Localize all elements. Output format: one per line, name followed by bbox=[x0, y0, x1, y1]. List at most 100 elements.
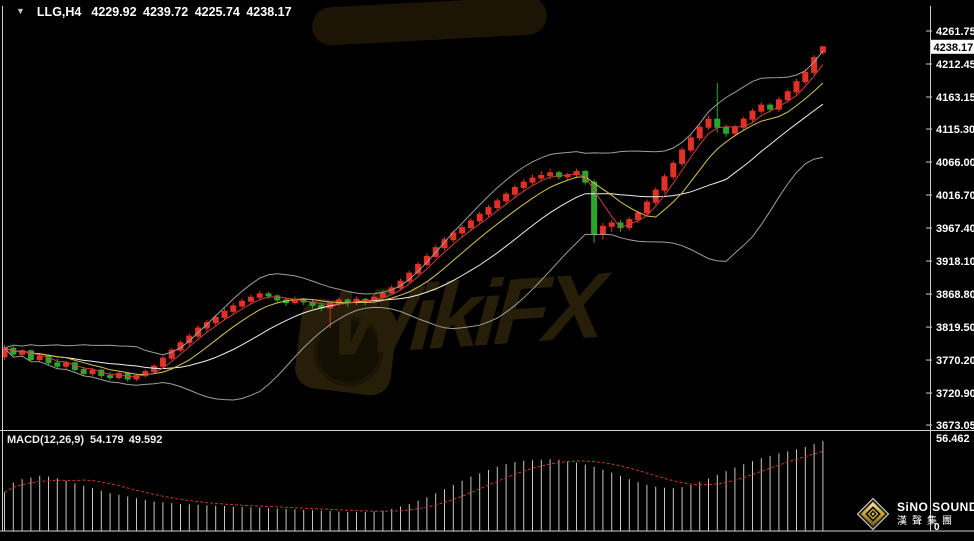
price-axis-label: 3673.05 bbox=[936, 420, 974, 432]
price-axis-label: 3770.20 bbox=[936, 355, 974, 367]
price-axis-label: 4163.15 bbox=[936, 92, 974, 104]
candle bbox=[459, 227, 466, 234]
candle bbox=[265, 293, 272, 297]
logo-name-en: SiNO SOUND bbox=[897, 500, 974, 515]
candle bbox=[749, 110, 756, 120]
candle bbox=[133, 375, 140, 380]
logo-name-cn: 漢聲集團 bbox=[897, 515, 957, 527]
price-axis-label: 3819.50 bbox=[936, 322, 974, 334]
candle bbox=[63, 362, 70, 367]
candle bbox=[423, 255, 430, 265]
candle bbox=[335, 299, 342, 304]
macd-indicator-label: MACD(12,26,9) 54.179 49.592 bbox=[7, 434, 162, 446]
candle bbox=[520, 181, 527, 188]
candle bbox=[441, 239, 448, 249]
candle bbox=[819, 46, 826, 53]
candle bbox=[54, 362, 61, 367]
chart-title: ▼ LLG,H4 4229.92 4239.72 4225.74 4238.17 bbox=[16, 5, 292, 19]
candle bbox=[274, 295, 281, 301]
candle bbox=[740, 118, 747, 128]
current-price-box bbox=[931, 39, 974, 54]
candle bbox=[529, 177, 536, 183]
macd-scale-zero-label: 0 bbox=[934, 522, 940, 533]
candle bbox=[723, 126, 730, 134]
price-axis-label: 4066.00 bbox=[936, 157, 974, 169]
candle bbox=[256, 293, 263, 298]
price-axis-label: 4115.30 bbox=[936, 124, 974, 136]
candle bbox=[652, 189, 659, 203]
sino-sound-logo-icon bbox=[856, 497, 890, 531]
candle bbox=[485, 207, 492, 215]
candle bbox=[230, 305, 237, 312]
candle bbox=[731, 126, 738, 134]
candle bbox=[555, 172, 562, 178]
price-axis-label: 3720.90 bbox=[936, 388, 974, 400]
candle bbox=[599, 225, 606, 235]
candle bbox=[45, 355, 52, 364]
price-axis-label: 3967.40 bbox=[936, 223, 974, 235]
candle bbox=[538, 174, 545, 179]
candle bbox=[758, 104, 765, 112]
candle bbox=[159, 357, 166, 367]
macd-signal-line bbox=[4, 450, 824, 512]
candle bbox=[151, 365, 158, 373]
price-axis-label: 4212.45 bbox=[936, 59, 974, 71]
candle bbox=[115, 373, 122, 379]
candle bbox=[168, 349, 175, 359]
candle bbox=[142, 371, 149, 377]
candle bbox=[494, 200, 501, 209]
price-plot-area[interactable] bbox=[2, 45, 826, 401]
candle bbox=[89, 369, 96, 375]
candle bbox=[221, 310, 228, 318]
candle bbox=[705, 118, 712, 128]
candle bbox=[203, 322, 210, 329]
candle bbox=[784, 91, 791, 101]
candle bbox=[643, 201, 650, 214]
candle bbox=[661, 176, 668, 191]
sino-sound-logo-text: SiNO SOUND 漢聲集團 bbox=[897, 500, 974, 527]
candle bbox=[212, 316, 219, 324]
sino-sound-logo: SiNO SOUND 漢聲集團 bbox=[856, 497, 974, 531]
price-axis-label: 3918.10 bbox=[936, 256, 974, 268]
candle bbox=[186, 335, 193, 344]
candle bbox=[687, 137, 694, 151]
candle bbox=[36, 355, 43, 361]
bollinger-lower-line bbox=[4, 156, 824, 401]
candle bbox=[511, 186, 518, 195]
candle bbox=[608, 222, 615, 227]
ma-medium-line bbox=[4, 82, 824, 376]
price-axis-label: 3868.80 bbox=[936, 289, 974, 301]
macd-values: 54.179 49.592 bbox=[90, 434, 163, 446]
candle bbox=[714, 118, 721, 128]
price-axis-label: 4261.75 bbox=[936, 26, 974, 38]
candle bbox=[696, 126, 703, 139]
candle bbox=[503, 193, 510, 202]
bollinger-middle-line bbox=[4, 103, 824, 370]
candle bbox=[247, 296, 254, 302]
candle bbox=[670, 162, 677, 178]
macd-label: MACD(12,26,9) bbox=[7, 434, 85, 446]
candle bbox=[239, 300, 246, 307]
ma-fast-line bbox=[4, 64, 824, 377]
candle bbox=[635, 212, 642, 221]
candle bbox=[476, 213, 483, 222]
candle bbox=[679, 149, 686, 164]
candle bbox=[802, 71, 809, 83]
macd-scale-max-label: 56.462 bbox=[936, 433, 970, 445]
price-axis-label: 4016.70 bbox=[936, 190, 974, 202]
current-price-value: 4238.17 bbox=[934, 42, 974, 54]
ohlc-quote-values: 4229.92 4239.72 4225.74 4238.17 bbox=[91, 5, 292, 19]
candle bbox=[547, 172, 554, 176]
candle bbox=[573, 170, 580, 176]
candle bbox=[80, 369, 87, 375]
candle bbox=[27, 350, 34, 361]
symbol-dropdown-icon[interactable]: ▼ bbox=[16, 6, 25, 16]
candle bbox=[793, 81, 800, 93]
symbol-timeframe-label: LLG,H4 bbox=[36, 5, 82, 19]
candle bbox=[467, 220, 474, 229]
candle bbox=[107, 375, 114, 379]
candle bbox=[767, 104, 774, 110]
bollinger-upper-line bbox=[4, 50, 824, 356]
